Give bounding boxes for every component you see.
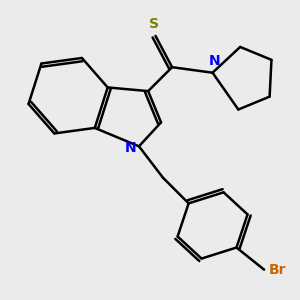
Text: N: N	[124, 141, 136, 155]
Text: S: S	[149, 17, 159, 32]
Text: Br: Br	[268, 262, 286, 277]
Text: N: N	[208, 54, 220, 68]
